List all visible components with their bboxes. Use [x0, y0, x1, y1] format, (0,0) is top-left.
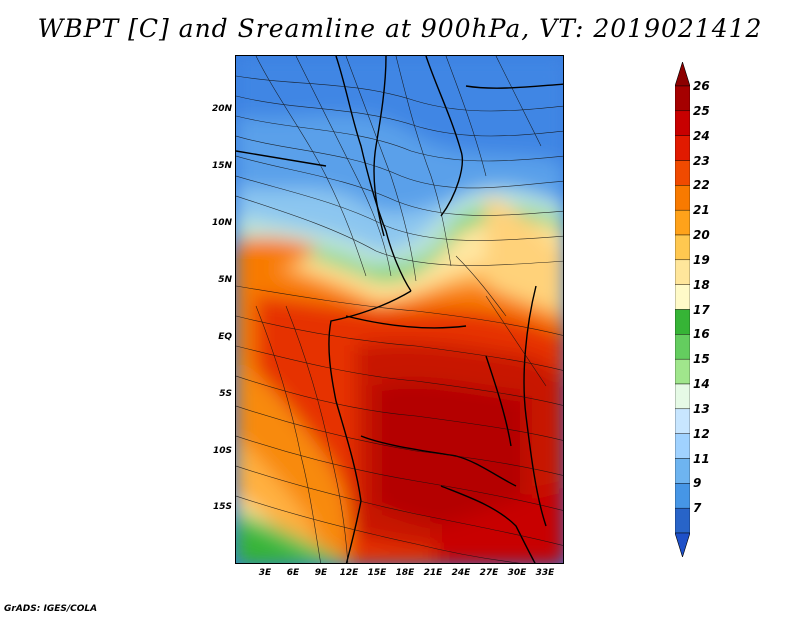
- wbpt-colour-field: [236, 56, 563, 563]
- lon-tick-21e: 21E: [423, 568, 443, 578]
- lat-tick-15s: 15S: [212, 502, 232, 512]
- colorbar-label: 26: [693, 79, 710, 93]
- lon-tick-6e: 6E: [286, 568, 300, 578]
- colorbar-label: 12: [693, 426, 710, 441]
- colorbar-label: 9: [693, 476, 702, 491]
- colorbar-label: 14: [693, 377, 710, 391]
- lon-tick-18e: 18E: [395, 568, 415, 578]
- country-borders: [236, 56, 563, 563]
- colorbar-box: [675, 433, 690, 459]
- lat-tick-20n: 20N: [211, 104, 232, 114]
- lat-tick-5n: 5N: [218, 275, 232, 285]
- colorbar-label: 24: [693, 128, 710, 143]
- map-title: WBPT [C] and Sreamline at 900hPa, VT: 20…: [37, 14, 763, 43]
- colorbar-box: [675, 358, 690, 385]
- lat-tick-eq: EQ: [218, 332, 232, 342]
- colorbar-box: [675, 160, 690, 186]
- wbpt-field-svg: [236, 56, 563, 563]
- colorbar-box: [675, 85, 690, 112]
- colorbar-boxes: [675, 62, 690, 557]
- colorbar-box: [675, 309, 690, 335]
- streamlines: [236, 56, 563, 563]
- colorbar-box: [675, 507, 690, 534]
- lon-tick-3e: 3E: [258, 568, 272, 578]
- wbpt-map-panel: [235, 55, 564, 564]
- lon-tick-24e: 24E: [451, 568, 471, 578]
- colorbar-label: 7: [693, 501, 702, 516]
- lon-tick-12e: 12E: [339, 568, 359, 578]
- lat-tick-10s: 10S: [212, 446, 232, 456]
- colorbar-label: 11: [693, 451, 710, 466]
- colorbar-box: [675, 234, 690, 261]
- colorbar-label: 18: [693, 277, 710, 292]
- colorbar-label: 19: [693, 252, 710, 267]
- colorbar-label: 20: [693, 228, 710, 242]
- lat-tick-10n: 10N: [211, 218, 232, 228]
- grads-credit: GrADS: IGES/COLA: [4, 604, 98, 614]
- colorbar-top-arrow: [675, 62, 690, 87]
- colorbar-box: [675, 110, 690, 136]
- colorbar-bottom-arrow: [675, 532, 690, 557]
- colorbar: [675, 62, 690, 557]
- colorbar-box: [675, 408, 690, 434]
- colorbar-box: [675, 135, 690, 161]
- colorbar-label: 17: [693, 302, 710, 317]
- colorbar-label: 25: [693, 103, 710, 118]
- colorbar-label: 15: [693, 352, 710, 367]
- colorbar-box: [675, 458, 690, 484]
- colorbar-box: [675, 383, 690, 410]
- colorbar-box: [675, 284, 690, 310]
- colorbar-label: 22: [693, 178, 710, 193]
- lon-tick-9e: 9E: [314, 568, 328, 578]
- lon-tick-33e: 33E: [535, 568, 555, 578]
- colorbar-box: [675, 209, 690, 236]
- lat-tick-5s: 5S: [219, 389, 232, 399]
- colorbar-box: [675, 483, 690, 509]
- lon-tick-30e: 30E: [507, 568, 527, 578]
- colorbar-label: 23: [693, 153, 710, 168]
- lon-tick-27e: 27E: [479, 568, 499, 578]
- colorbar-box: [675, 259, 690, 285]
- lat-tick-15n: 15N: [211, 161, 232, 171]
- lon-tick-15e: 15E: [367, 568, 387, 578]
- colorbar-box: [675, 185, 690, 211]
- colorbar-label: 13: [693, 401, 710, 416]
- colorbar-label: 21: [693, 203, 710, 218]
- colorbar-label: 16: [693, 327, 710, 342]
- colorbar-box: [675, 334, 690, 360]
